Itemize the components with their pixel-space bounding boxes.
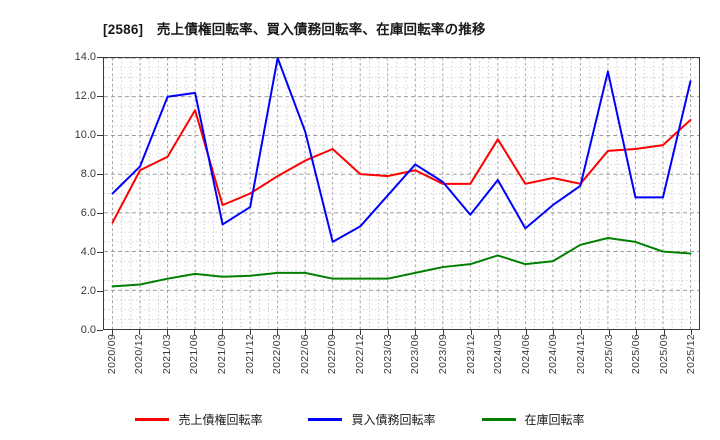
x-axis-tick-label: 2023/09: [436, 334, 449, 375]
x-axis-tick-mark: [222, 330, 223, 335]
x-axis-tick-label: 2024/12: [574, 334, 587, 375]
x-axis-tick-mark: [580, 330, 582, 335]
x-axis-tick-mark: [111, 330, 113, 335]
y-axis-tick-label: 14.0: [74, 51, 96, 63]
series-line-1: [111, 58, 692, 243]
legend-color-swatch: [135, 417, 170, 421]
x-axis: 2020/09 2020/12 2021/03 2021/06 2021/09 2021/…: [103, 334, 700, 404]
x-axis-tick-label: 2025/12: [685, 334, 698, 375]
series-line-0: [111, 109, 692, 224]
x-axis-tick-label: 2021/12: [243, 334, 256, 375]
x-axis-tick-mark: [387, 330, 389, 335]
x-axis-tick-mark: [166, 330, 168, 335]
x-axis-tick-mark: [194, 330, 196, 335]
x-axis-tick-mark: [470, 330, 472, 335]
y-axis-tick-mark: [97, 174, 103, 175]
x-axis-tick-label: 2024/03: [492, 334, 505, 375]
x-axis-tick-mark: [415, 330, 417, 335]
x-axis-tick-mark: [442, 330, 444, 335]
x-axis-tick-label: 2024/06: [519, 334, 532, 375]
y-axis-tick-label: 6.0: [80, 207, 96, 219]
x-axis-tick-label: 2021/09: [216, 334, 228, 375]
x-axis-tick-label: 2022/09: [326, 334, 339, 375]
x-axis-tick-mark: [304, 330, 306, 335]
chart-legend: 売上債権回転率 買入債務回転率 在庫回転率: [0, 408, 720, 430]
x-axis-tick-label: 2024/09: [547, 334, 560, 375]
legend-item[interactable]: 売上債権回転率: [135, 411, 262, 428]
x-axis-tick-label: 2023/03: [381, 334, 394, 375]
y-axis-tick-mark: [97, 213, 103, 214]
legend-label: 買入債務回転率: [351, 412, 436, 427]
x-axis-tick-mark: [249, 330, 251, 335]
x-axis-tick-label: 2021/03: [160, 334, 173, 375]
x-axis-tick-label: 2025/06: [630, 334, 643, 375]
x-axis-tick-label: 2020/12: [133, 334, 146, 375]
x-axis-tick-mark: [139, 330, 141, 335]
x-axis-tick-label: 2022/12: [354, 334, 367, 375]
y-axis-tick-mark: [97, 330, 103, 331]
y-axis-tick-label: 12.0: [74, 90, 96, 102]
legend-color-swatch: [481, 417, 516, 421]
x-axis-tick-mark: [691, 330, 693, 335]
x-axis-tick-mark: [608, 330, 610, 335]
y-axis-tick-mark: [97, 252, 103, 253]
x-axis-tick-label: 2025/09: [657, 334, 670, 375]
y-axis-tick-mark: [97, 291, 103, 292]
y-axis-tick-label: 10.0: [74, 129, 96, 141]
x-axis-tick-label: 2025/03: [602, 334, 615, 375]
x-axis-tick-mark: [553, 330, 555, 335]
y-axis-tick-label: 4.0: [80, 246, 96, 258]
plot-area: [103, 57, 700, 330]
x-axis-tick-mark: [636, 330, 638, 335]
x-axis-tick-label: 2022/06: [298, 334, 311, 375]
legend-label: 売上債権回転率: [178, 412, 263, 427]
legend-item[interactable]: 買入債務回転率: [308, 411, 436, 428]
y-axis-tick-label: 8.0: [80, 168, 96, 180]
legend-color-swatch: [308, 417, 343, 421]
x-axis-tick-label: 2022/03: [271, 334, 284, 375]
y-axis-tick-label: 2.0: [80, 285, 96, 297]
x-axis-tick-label: 2023/06: [409, 334, 422, 375]
series-line-2: [111, 237, 692, 288]
y-axis-tick-mark: [97, 135, 103, 136]
legend-label: 在庫回転率: [524, 412, 585, 427]
x-axis-tick-mark: [360, 330, 362, 335]
x-axis-tick-mark: [332, 330, 334, 335]
y-axis-tick-mark: [97, 96, 103, 97]
x-axis-tick-label: 2020/09: [105, 334, 118, 375]
y-axis: 14.0 12.0 10.0 8.0 6.0 4.0 2.0 0.0: [52, 51, 96, 336]
x-axis-tick-mark: [663, 330, 665, 335]
y-axis-tick-mark: [97, 57, 103, 58]
x-axis-tick-mark: [498, 330, 500, 335]
x-axis-tick-mark: [277, 330, 279, 335]
chart-series-lines: [111, 58, 692, 288]
x-axis-tick-label: 2021/06: [188, 334, 201, 375]
page-title: [2586] 売上債権回転率、買入債務回転率、在庫回転率の推移: [103, 22, 486, 37]
y-axis-tick-label: 0.0: [80, 324, 96, 336]
legend-item[interactable]: 在庫回転率: [481, 411, 585, 428]
x-axis-tick-mark: [525, 330, 527, 335]
x-axis-tick-label: 2023/12: [464, 334, 477, 375]
